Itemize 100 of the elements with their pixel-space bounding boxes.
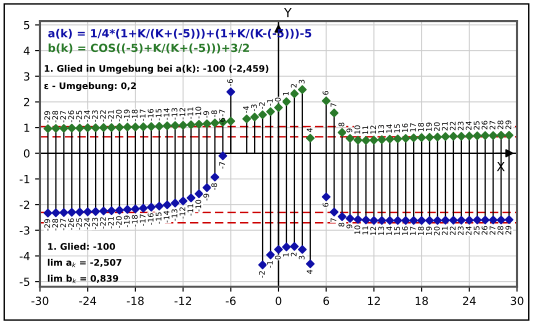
point [377,135,386,144]
point [131,204,140,214]
y-tick-label: 2 [24,98,30,106]
point [456,132,466,141]
point [67,124,76,132]
point [274,103,283,112]
point [496,216,506,224]
point [472,131,482,140]
point [306,134,315,142]
point [258,260,267,270]
point [99,206,108,216]
y-tick-label: -3 [20,226,30,235]
x-tick-label: -18 [126,296,144,306]
point [194,120,204,129]
point [306,260,315,268]
point [242,114,252,124]
point [107,206,116,216]
point [131,122,140,132]
point [91,207,100,216]
point [266,250,275,260]
point [385,134,394,144]
point [115,122,124,132]
point [330,108,339,118]
point [226,88,236,96]
point [258,110,267,120]
point [250,112,260,122]
point [338,128,346,137]
point [194,189,204,198]
point [496,130,506,140]
point [146,122,156,131]
point [504,130,514,140]
point [290,242,299,251]
y-tick-label: 0 [24,149,30,158]
annotation: ε - Umgebung: 0,2 [44,82,136,91]
point [218,151,228,160]
point [441,216,450,225]
point [282,242,291,252]
x-tick-label: 12 [368,296,380,305]
y-tick-label: -1 [20,175,30,184]
point [59,124,68,133]
point [480,216,490,224]
point [210,172,220,182]
point [202,119,212,128]
x-tick-label: -6 [226,296,236,306]
point [472,216,482,224]
point [504,215,514,224]
annotation: 1. Glied in Umgebung bei a(k): -100 (-2,459) [44,64,268,74]
point [83,123,92,132]
point [162,200,172,210]
point [433,132,442,142]
point [178,120,188,130]
point [52,124,60,133]
point [464,132,474,140]
x-tick-label: 18 [416,296,428,306]
x-tick-label: 30 [510,296,524,306]
point [162,121,172,130]
x-tick-label: 6 [323,296,330,306]
point [138,122,148,132]
point [123,205,132,214]
y-tick-label: -4 [20,252,30,260]
point [322,96,331,106]
point [178,196,188,206]
point [226,116,236,126]
point [52,208,60,218]
point [123,122,132,132]
y-axis-title: Y [284,8,292,18]
point [425,132,434,142]
point [338,212,346,222]
point [464,216,474,225]
y-tick-label: 4 [24,46,30,55]
point [186,194,196,202]
x-tick-label: -24 [79,296,96,305]
point [170,121,180,130]
point [385,216,394,225]
point [266,107,275,116]
point [370,216,378,225]
point [346,214,354,223]
point [377,216,386,225]
y-tick-label: 5 [24,21,30,30]
point [449,216,458,225]
annotation: 1. Glied: -100 [48,242,116,250]
y-tick-label: 3 [24,72,30,81]
point [393,134,402,144]
point [75,208,84,216]
point [449,132,458,141]
point [146,202,156,212]
point [488,131,498,140]
annotation: lim a$_{k}$ = -2,507 [48,258,122,268]
point [370,136,378,145]
point [75,124,84,132]
point [44,208,52,218]
y-tick-label: -2 [20,200,30,209]
point [107,123,116,132]
text: b(k) = COS((-5)+K/(K+(-5)))+3/2 [48,43,249,54]
point [59,208,68,217]
point [154,202,164,211]
point [354,136,362,145]
x-tick-label: -12 [174,296,192,305]
point [290,89,299,98]
point [330,208,339,216]
